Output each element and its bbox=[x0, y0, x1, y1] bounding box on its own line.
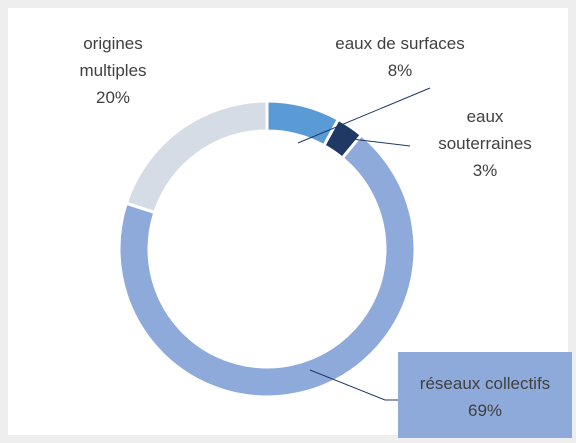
donut-segment bbox=[265, 99, 341, 148]
label-name: origines multiples bbox=[79, 34, 147, 80]
label: eaux souterraines 3% bbox=[430, 103, 540, 184]
label: eaux de surfaces 8% bbox=[320, 30, 480, 84]
label-value: 3% bbox=[472, 161, 498, 180]
leader-line bbox=[309, 369, 398, 401]
donut-segment bbox=[117, 132, 417, 399]
label-value: 69% bbox=[467, 401, 503, 420]
label-value: 20% bbox=[95, 88, 131, 107]
label-name: eaux de surfaces bbox=[335, 34, 465, 53]
donut-segment bbox=[124, 99, 269, 215]
leader-line bbox=[342, 137, 411, 147]
label-name: réseaux collectifs bbox=[419, 374, 551, 393]
label-name: eaux souterraines bbox=[438, 107, 532, 153]
label-value: 8% bbox=[387, 61, 413, 80]
label: réseaux collectifs 69% bbox=[398, 352, 572, 438]
leader-line bbox=[297, 87, 431, 144]
label: origines multiples 20% bbox=[58, 30, 168, 111]
